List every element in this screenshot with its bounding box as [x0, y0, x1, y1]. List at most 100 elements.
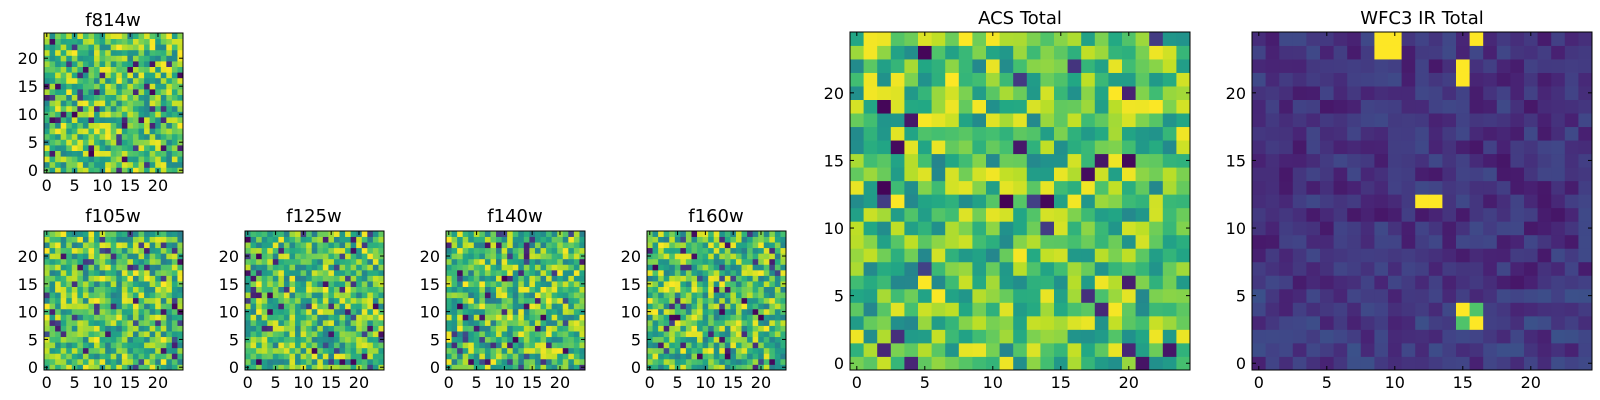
- heatmap-cell: [1374, 302, 1389, 317]
- heatmap-cell: [1306, 275, 1321, 290]
- heatmap-cell: [94, 308, 100, 315]
- heatmap-cell: [361, 331, 368, 338]
- heatmap-cell: [99, 286, 106, 293]
- heatmap-cell: [110, 145, 117, 151]
- heatmap-cell: [322, 314, 329, 321]
- heatmap-cell: [719, 286, 726, 293]
- heatmap-cell: [551, 242, 558, 249]
- heatmap-cell: [160, 156, 167, 163]
- heatmap-cell: [863, 342, 878, 357]
- heatmap-cell: [1510, 194, 1525, 209]
- heatmap-cell: [49, 331, 56, 338]
- heatmap-cell: [685, 264, 692, 271]
- heatmap-cell: [1306, 194, 1321, 209]
- heatmap-cell: [501, 236, 508, 243]
- heatmap-cell: [758, 331, 765, 338]
- heatmap-cell: [1456, 140, 1470, 155]
- heatmap-cell: [540, 297, 547, 304]
- heatmap-cell: [1108, 288, 1123, 303]
- heatmap-cell: [328, 353, 335, 360]
- heatmap-cell: [1469, 32, 1484, 46]
- heatmap-cell: [568, 308, 575, 315]
- heatmap-cell: [568, 319, 575, 326]
- heatmap-cell: [457, 364, 464, 371]
- heatmap-cell: [295, 247, 301, 254]
- heatmap-cell: [132, 253, 139, 260]
- heatmap-cell: [132, 358, 139, 365]
- heatmap-cell: [958, 153, 973, 168]
- y-tick-label: 15: [420, 275, 440, 294]
- heatmap-cell: [361, 275, 368, 282]
- heatmap-cell: [350, 303, 357, 310]
- heatmap-cell: [1333, 342, 1348, 357]
- heatmap-cell: [769, 242, 776, 249]
- heatmap-cell: [540, 308, 547, 315]
- heatmap-cell: [479, 253, 486, 260]
- heatmap-cell: [708, 336, 715, 343]
- heatmap-cell: [311, 353, 318, 360]
- heatmap-cell: [1442, 45, 1457, 60]
- heatmap-cell: [652, 325, 659, 332]
- heatmap-cell: [1374, 261, 1389, 276]
- heatmap-cell: [719, 236, 726, 243]
- heatmap-cell: [780, 297, 787, 304]
- heatmap-cell: [730, 242, 737, 249]
- heatmap-cell: [479, 347, 486, 354]
- heatmap-cell: [713, 275, 720, 282]
- heatmap-cell: [82, 292, 89, 299]
- heatmap-cell: [121, 336, 128, 343]
- heatmap-cell: [66, 325, 73, 332]
- heatmap-cell: [160, 117, 167, 123]
- heatmap-cell: [94, 38, 100, 45]
- heatmap-cell: [446, 319, 452, 326]
- heatmap-cell: [1374, 315, 1389, 330]
- heatmap-cell: [60, 308, 67, 315]
- heatmap-cell: [496, 236, 502, 243]
- heatmap-cell: [144, 33, 151, 39]
- heatmap-cell: [523, 269, 530, 276]
- heatmap-cell: [1135, 126, 1150, 141]
- heatmap-cell: [88, 77, 95, 84]
- heatmap-cell: [110, 33, 117, 39]
- heatmap-cell: [1456, 221, 1470, 236]
- heatmap-cell: [747, 275, 754, 282]
- heatmap-cell: [529, 342, 536, 349]
- heatmap-cell: [367, 314, 374, 321]
- heatmap-cell: [1360, 45, 1375, 60]
- heatmap-cell: [457, 303, 464, 310]
- heatmap-cell: [534, 358, 541, 365]
- heatmap-cell: [708, 236, 715, 243]
- heatmap-cell: [1564, 356, 1579, 371]
- heatmap-cell: [261, 308, 268, 315]
- x-tick-label: 5: [1322, 373, 1332, 392]
- heatmap-cell: [311, 247, 318, 254]
- heatmap-cell: [691, 314, 698, 321]
- heatmap-cell: [713, 264, 720, 271]
- heatmap-cell: [138, 139, 145, 146]
- heatmap-cell: [66, 44, 73, 51]
- heatmap-cell: [144, 150, 151, 157]
- heatmap-cell: [1040, 153, 1055, 168]
- heatmap-cell: [1026, 329, 1041, 344]
- heatmap-cell: [1292, 356, 1307, 371]
- heatmap-cell: [333, 281, 340, 287]
- heatmap-cell: [356, 331, 363, 338]
- heatmap-cell: [769, 314, 776, 321]
- heatmap-cell: [333, 314, 340, 321]
- heatmap-cell: [110, 247, 117, 254]
- heatmap-cell: [496, 275, 502, 282]
- heatmap-cell: [863, 99, 878, 114]
- heatmap-cell: [877, 99, 892, 114]
- heatmap-cell: [1320, 167, 1334, 182]
- heatmap-cell: [300, 275, 307, 282]
- heatmap-cell: [769, 308, 776, 315]
- heatmap-cell: [116, 44, 123, 51]
- heatmap-cell: [904, 59, 919, 73]
- heatmap-cell: [774, 319, 781, 326]
- heatmap-cell: [333, 292, 340, 299]
- heatmap-cell: [144, 319, 151, 326]
- heatmap-cell: [484, 331, 491, 338]
- heatmap-cell: [462, 264, 469, 271]
- heatmap-cell: [507, 281, 514, 287]
- heatmap-cell: [490, 286, 497, 293]
